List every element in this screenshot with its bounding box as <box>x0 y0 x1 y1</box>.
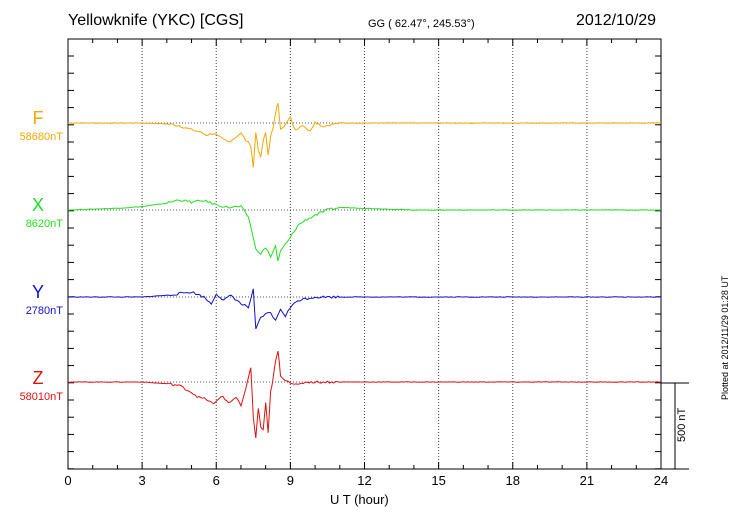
component-label-x: X <box>32 195 44 215</box>
x-axis-label: U T (hour) <box>330 492 389 507</box>
plotted-at-note: Plotted at 2012/11/29 01:28 UT <box>720 275 730 400</box>
x-tick-label: 12 <box>357 473 371 488</box>
baseline-value-z: 58010nT <box>20 391 64 403</box>
x-tick-label: 18 <box>506 473 520 488</box>
component-label-y: Y <box>32 282 44 302</box>
component-label-z: Z <box>33 368 44 388</box>
x-tick-label: 6 <box>213 473 220 488</box>
scale-bar-label: 500 nT <box>676 407 688 442</box>
trace-x <box>67 199 662 262</box>
baseline-value-x: 8620nT <box>26 218 64 230</box>
trace-f <box>68 103 661 168</box>
x-tick-label: 24 <box>654 473 668 488</box>
x-tick-label: 3 <box>139 473 146 488</box>
baseline-value-f: 58680nT <box>20 131 64 143</box>
trace-y <box>67 288 662 330</box>
date-label: 2012/10/29 <box>576 12 657 29</box>
component-label-f: F <box>33 108 44 128</box>
geographic-coordinates: GG ( 62.47°, 245.53°) <box>368 18 475 30</box>
x-tick-label: 21 <box>580 473 594 488</box>
x-tick-label: 0 <box>64 473 71 488</box>
x-tick-label: 15 <box>431 473 445 488</box>
trace-z <box>68 350 662 438</box>
x-tick-label: 9 <box>287 473 294 488</box>
baseline-value-y: 2780nT <box>26 305 64 317</box>
plot-frame <box>67 38 662 470</box>
station-title: Yellowknife (YKC) [CGS] <box>68 12 244 29</box>
